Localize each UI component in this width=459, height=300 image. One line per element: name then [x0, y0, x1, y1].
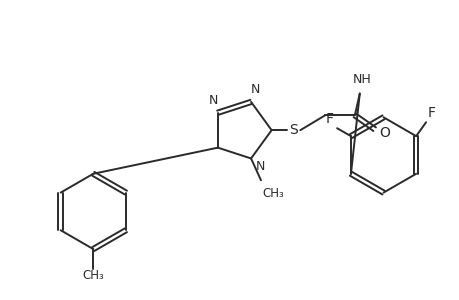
Text: F: F: [427, 106, 435, 120]
Text: S: S: [288, 123, 297, 137]
Text: N: N: [250, 83, 259, 96]
Text: CH₃: CH₃: [262, 187, 283, 200]
Text: F: F: [325, 112, 333, 126]
Text: NH: NH: [352, 73, 370, 85]
Text: N: N: [256, 160, 265, 173]
Text: CH₃: CH₃: [82, 269, 104, 282]
Text: O: O: [379, 126, 390, 140]
Text: N: N: [209, 94, 218, 107]
